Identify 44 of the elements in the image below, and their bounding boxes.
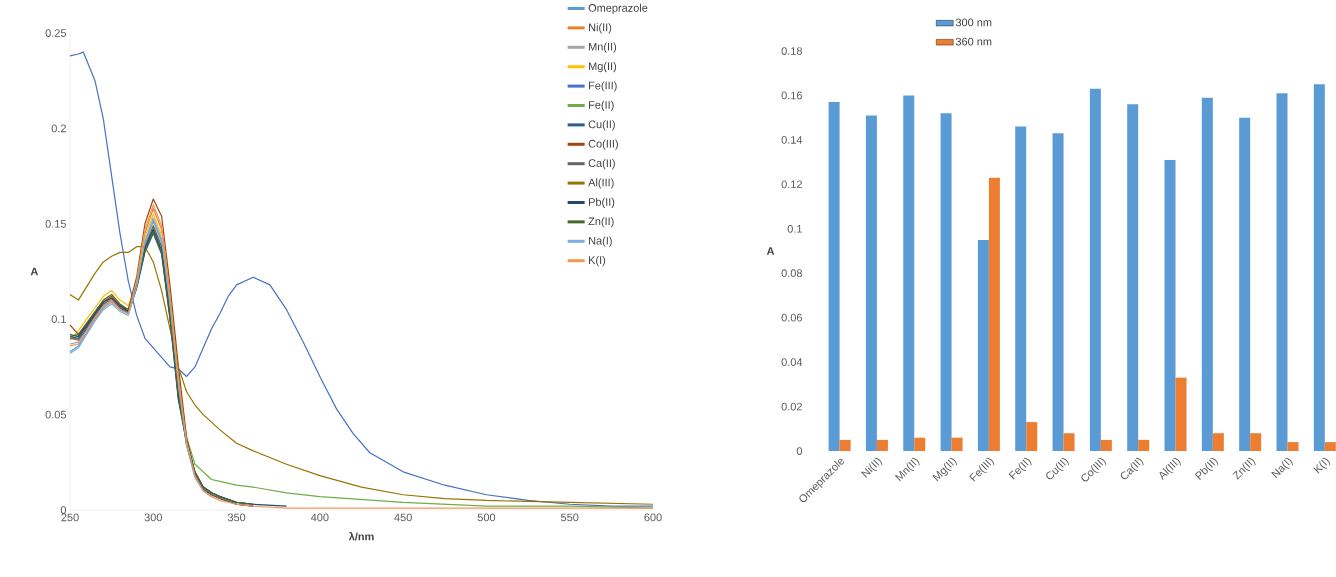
y-tick-label: 0.08: [781, 269, 802, 278]
x-tick-label: K(I): [1313, 457, 1331, 474]
x-tick-label: 500: [477, 513, 496, 522]
y-tick-label: 0.2: [51, 124, 66, 133]
y-tick-label: 0.1: [51, 315, 66, 324]
legend-label: 300 nm: [955, 18, 992, 27]
y-tick-label: 0.04: [781, 358, 803, 366]
x-tick-label: 400: [310, 513, 329, 522]
y-tick-label: 0.06: [781, 313, 802, 322]
y-tick-label: 0.15: [45, 219, 67, 228]
y-tick-label: 0.05: [45, 410, 67, 419]
x-tick-label: 600: [644, 513, 662, 522]
legend-label: Zn(II): [588, 217, 614, 228]
y-tick-label: 0.02: [781, 402, 802, 411]
y-axis-title: A: [766, 247, 775, 255]
legend-label: Cu(II): [588, 120, 615, 131]
legend-label: Ca(II): [588, 158, 615, 170]
legend-label: Omeprazole: [588, 3, 648, 14]
x-tick-label: 550: [561, 513, 579, 522]
legend-label: Mg(II): [589, 61, 617, 73]
x-tick-label: 350: [227, 513, 246, 522]
legend-label: Mn(II): [589, 42, 617, 53]
legend-label: Pb(II): [589, 197, 615, 208]
y-tick-label: 0.16: [781, 91, 802, 100]
y-tick-label: 0: [796, 447, 803, 455]
legend-label: K(I): [589, 255, 606, 267]
legend-label: Fe(III): [589, 81, 617, 92]
y-axis-title: A: [30, 267, 39, 276]
y-tick-label: 0.25: [45, 29, 67, 37]
legend-label: Ni(II): [589, 23, 612, 34]
legend-label: Na(I): [589, 236, 612, 247]
y-tick-label: 0.18: [781, 47, 802, 55]
y-tick-label: 0.12: [781, 180, 802, 189]
x-tick-label: 450: [394, 513, 412, 522]
y-tick-label: 0.1: [787, 224, 802, 233]
legend-label: Fe(II): [589, 100, 614, 111]
legend-label: Al(III): [588, 178, 614, 189]
legend-label: 360 nm: [955, 37, 992, 46]
y-tick-label: 0.14: [781, 136, 803, 144]
y-tick-label: 0: [60, 506, 67, 514]
x-axis-title: λ/nm: [348, 532, 374, 541]
legend-label: Co(III): [588, 139, 618, 150]
x-tick-label: 250: [61, 513, 79, 522]
x-tick-label: 300: [144, 513, 162, 522]
